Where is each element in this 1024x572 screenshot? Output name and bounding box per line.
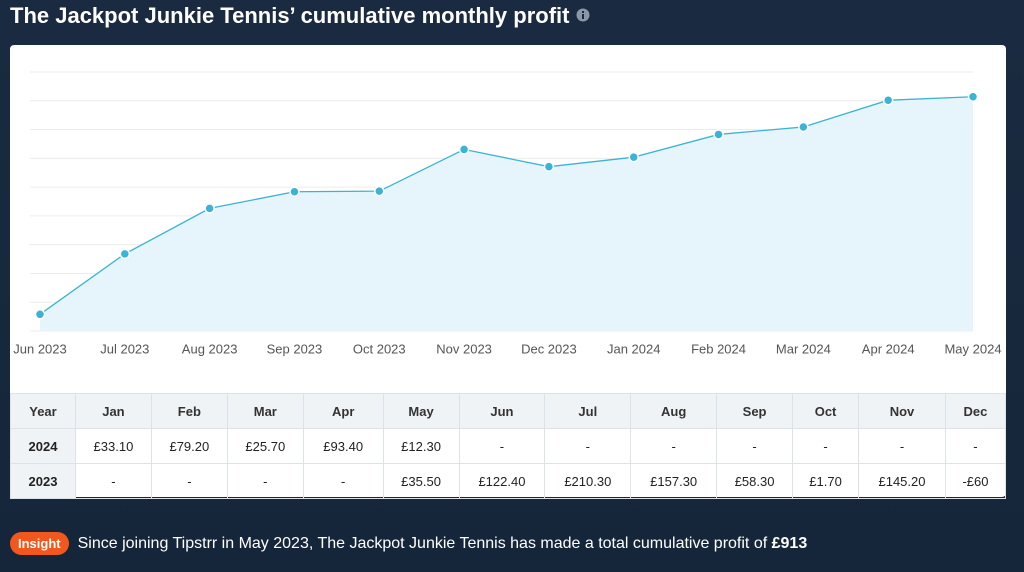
x-tick-label: Apr 2024 xyxy=(862,341,915,356)
point xyxy=(119,248,131,260)
table-row: 2023- - - - £35.50 £122.40 £210.30 £157.30 £58.3… xyxy=(10,463,1007,499)
column-header: Oct xyxy=(792,393,860,429)
column-header: Jul xyxy=(544,393,632,429)
line xyxy=(39,96,974,315)
column-header: Jun xyxy=(458,393,546,429)
area-fill xyxy=(40,96,973,331)
cell: £210.30 xyxy=(544,463,632,499)
x-tick-label: Nov 2023 xyxy=(436,341,492,356)
cell: - xyxy=(302,463,384,499)
chart: Jun 2023 Jul 2023 Aug 2023 Sep 2023 Oct 2023… xyxy=(13,71,1002,356)
table-header-row: Year Jan Feb Mar Apr May Jun Jul Aug Sep Oct Nov Dec xyxy=(10,393,1007,429)
point xyxy=(34,309,46,320)
cell: £93.40 xyxy=(302,428,384,464)
cell: £1.70 xyxy=(792,463,860,499)
column-header: Nov xyxy=(858,393,946,429)
insight: Insight Since joining Tipstrr in May 202… xyxy=(10,532,807,555)
column-header: May xyxy=(382,393,460,429)
column-header: Mar xyxy=(226,393,304,429)
cell: £25.70 xyxy=(226,428,304,464)
x-tick-label: Oct 2023 xyxy=(353,341,406,356)
cell: - xyxy=(226,463,304,499)
title-text: The Jackpot Junkie Tennis’ cumulative mo… xyxy=(10,3,570,28)
column-header: Feb xyxy=(150,393,228,429)
cell: - xyxy=(458,428,546,464)
cell: £12.30 xyxy=(382,428,460,464)
column-header: Aug xyxy=(630,393,718,429)
cell: - xyxy=(544,428,632,464)
x-tick-label: Mar 2024 xyxy=(776,341,831,356)
cell: £122.40 xyxy=(458,463,546,499)
cell: - xyxy=(74,463,152,499)
point xyxy=(204,203,215,214)
cell: £33.10 xyxy=(74,428,152,464)
insight-text: Since joining Tipstrr in May 2023, The J… xyxy=(77,534,768,552)
x-tick-label: Sep 2023 xyxy=(267,341,323,356)
x-tick-label: Dec 2023 xyxy=(521,341,577,356)
profit-table: Year Jan Feb Mar Apr May Jun Jul Aug Sep Oct Nov Dec… xyxy=(10,393,1007,499)
cell: - xyxy=(858,428,946,464)
point xyxy=(798,121,809,133)
cell: - xyxy=(944,428,1007,464)
point xyxy=(543,161,555,172)
year-cell: 2023 xyxy=(10,463,76,499)
cell: - xyxy=(150,463,228,499)
cell: £58.30 xyxy=(716,463,794,499)
point xyxy=(289,186,300,197)
point xyxy=(882,94,894,106)
cell: £145.20 xyxy=(858,463,946,499)
cell: - xyxy=(716,428,794,464)
cell: - xyxy=(792,428,860,464)
table-row: 2024 £33.10 £79.20 £25.70 £93.40 £12.30- - - - - -… xyxy=(10,428,1007,464)
page-title: The Jackpot Junkie Tennis’ cumulative mo… xyxy=(10,3,590,29)
year-cell: 2024 xyxy=(10,428,76,464)
column-header: Apr xyxy=(302,393,384,429)
info-icon[interactable] xyxy=(576,8,590,22)
cell: - xyxy=(630,428,718,464)
x-tick-label: Jan 2024 xyxy=(607,341,661,356)
insight-total: £913 xyxy=(771,534,808,552)
cell: £35.50 xyxy=(382,463,460,499)
column-header: Year xyxy=(10,393,76,429)
column-header: Dec xyxy=(944,393,1007,429)
x-tick-label: May 2024 xyxy=(944,341,1001,356)
point xyxy=(967,91,979,102)
point xyxy=(374,185,385,197)
x-tick-label: Jul 2023 xyxy=(100,341,149,356)
column-header: Sep xyxy=(716,393,794,429)
cell: £157.30 xyxy=(630,463,718,499)
x-tick-label: Aug 2023 xyxy=(182,341,238,356)
column-header: Jan xyxy=(74,393,152,429)
cell: £79.20 xyxy=(150,428,228,464)
x-tick-label: Feb 2024 xyxy=(691,341,746,356)
insight-badge: Insight xyxy=(10,532,69,555)
cell: -£60 xyxy=(944,463,1007,499)
point xyxy=(458,144,470,155)
point xyxy=(628,151,639,163)
point xyxy=(713,129,724,140)
x-tick-label: Jun 2023 xyxy=(13,341,67,356)
